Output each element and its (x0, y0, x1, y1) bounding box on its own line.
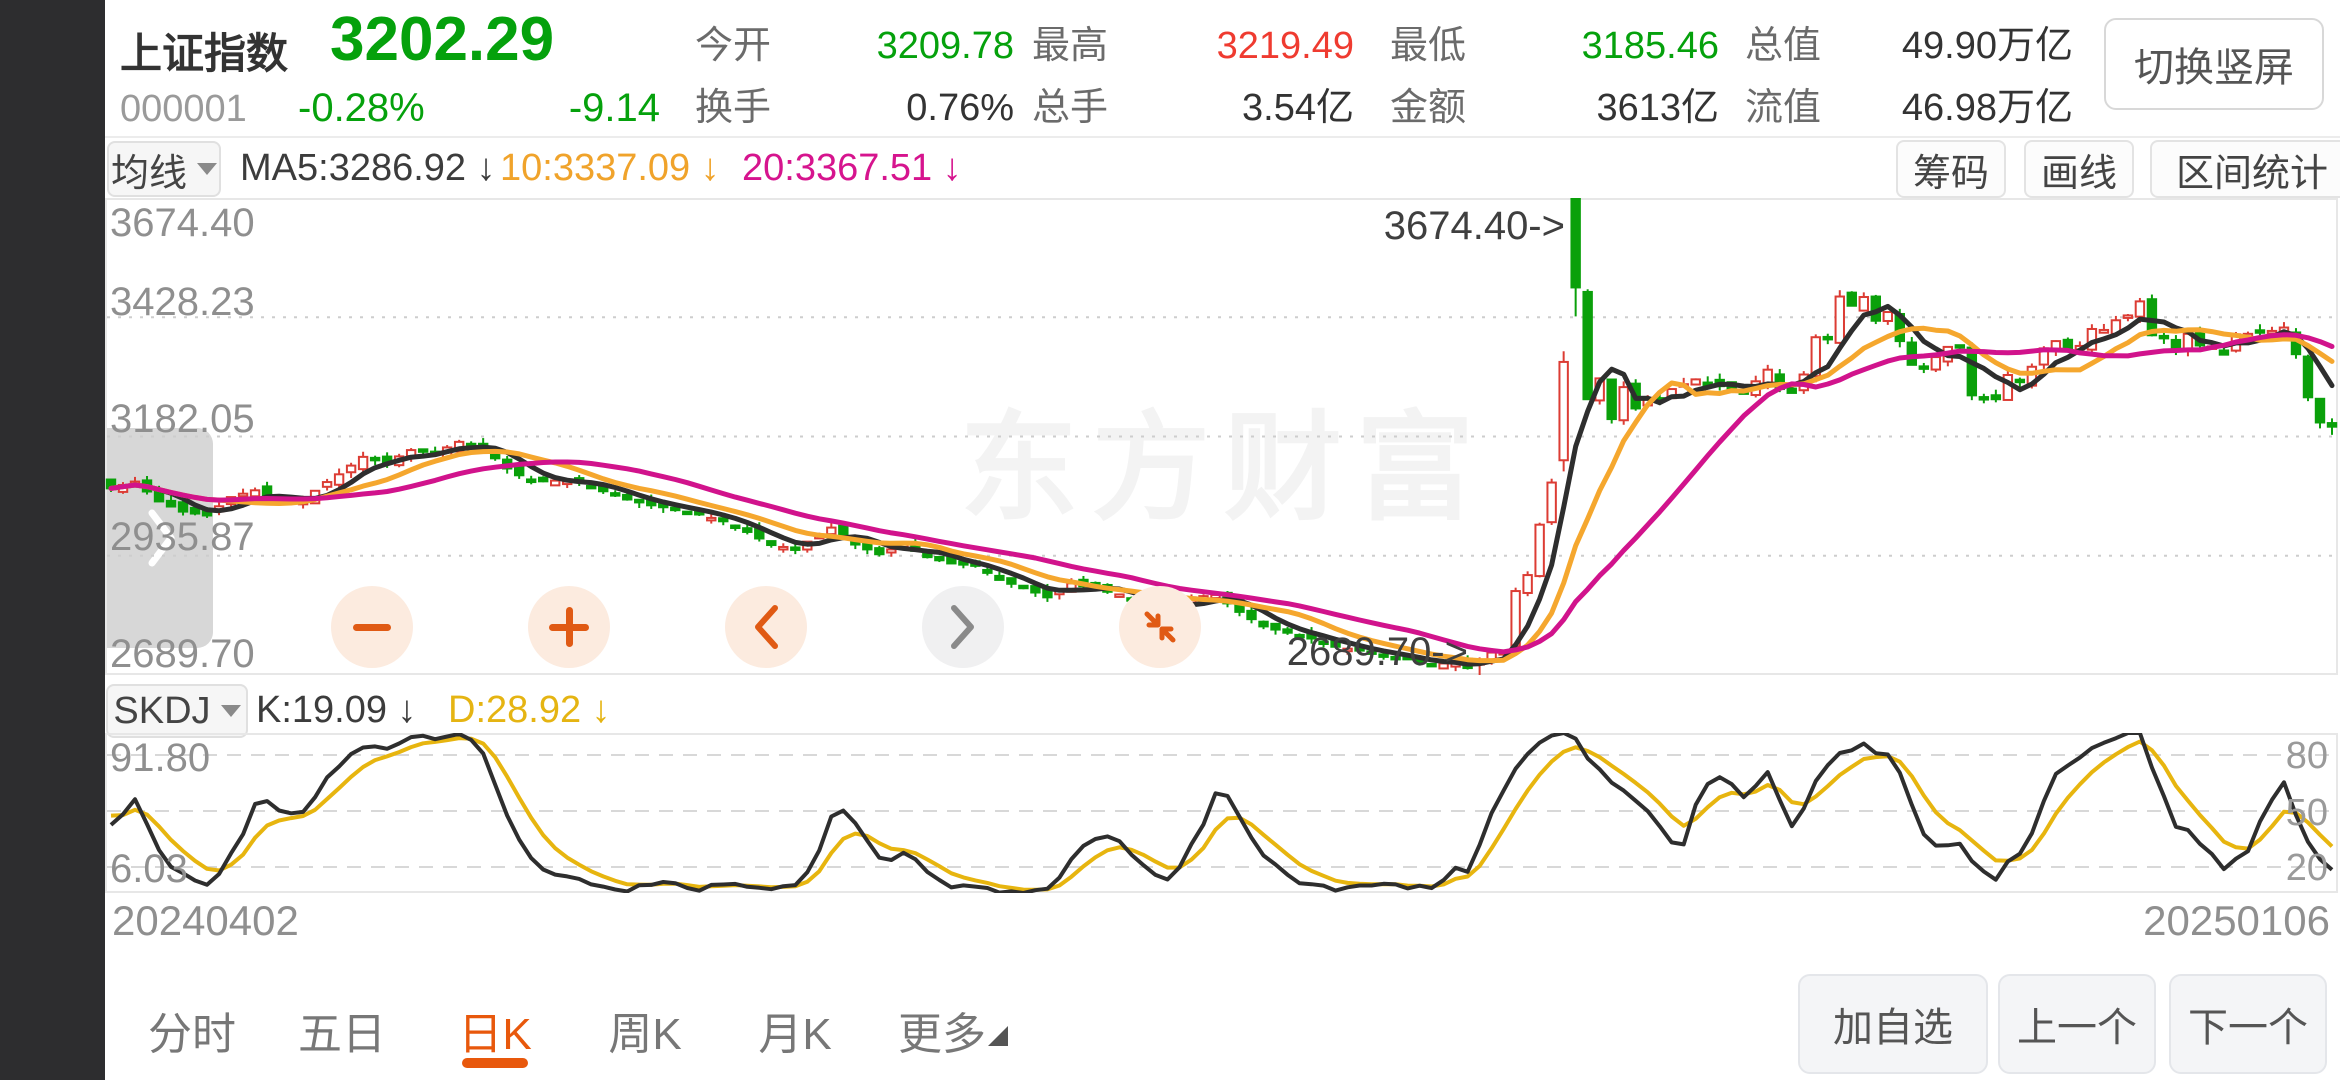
stat-label-turnover: 换手 (695, 87, 772, 129)
collapse-icon (1144, 611, 1176, 643)
active-tab-underline (462, 1058, 528, 1068)
minus-icon (353, 623, 391, 631)
watermark: 东方财富 (960, 403, 1489, 535)
y-tick-0: 3674.40 (110, 201, 255, 245)
skdj-selector-label: SKDJ (113, 689, 211, 732)
chevron-down-icon (197, 163, 217, 175)
tab-more[interactable]: 更多 (898, 1010, 986, 1059)
more-corner-icon (988, 1026, 1008, 1046)
stat-value-high: 3219.49 (1216, 25, 1354, 67)
pan-right-button[interactable] (922, 586, 1004, 668)
ma20-legend: 20:3367.51 ↓ (742, 147, 962, 189)
date-end: 20250106 (2143, 897, 2330, 944)
stat-label-high: 最高 (1032, 25, 1109, 67)
stat-label-volume: 总手 (1032, 87, 1109, 129)
stat-value-low: 3185.46 (1581, 25, 1719, 67)
stat-label-open: 今开 (695, 25, 772, 67)
add-watchlist-button[interactable]: 加自选 (1798, 974, 1988, 1074)
date-start: 20240402 (112, 897, 299, 944)
stat-label-amount: 金额 (1390, 87, 1467, 129)
draw-line-button[interactable]: 画线 (2024, 140, 2134, 198)
low-annotation: 2689.70-> (1286, 630, 1468, 674)
d-legend: D:28.92 ↓ (448, 689, 611, 731)
skdj-max-label: 91.80 (110, 736, 211, 780)
stat-value-turnover: 0.76% (906, 87, 1014, 129)
skdj-selector[interactable]: SKDJ (106, 684, 248, 738)
tab-weekly-k[interactable]: 周K (608, 1010, 682, 1059)
collapse-button[interactable] (1119, 586, 1201, 668)
y-tick-4: 2689.70 (110, 632, 255, 676)
stock-code: 000001 (120, 88, 247, 130)
stat-label-total-cap: 总值 (1745, 25, 1822, 67)
stat-label-low: 最低 (1390, 25, 1467, 67)
skdj-20-label: 20 (2285, 847, 2328, 889)
next-stock-button[interactable]: 下一个 (2169, 974, 2327, 1074)
y-tick-1: 3428.23 (110, 280, 255, 324)
previous-stock-button[interactable]: 上一个 (1998, 974, 2156, 1074)
chevron-right-icon (951, 605, 974, 649)
zoom-in-button[interactable] (528, 586, 610, 668)
chevron-down-icon (220, 705, 241, 717)
stat-value-volume: 3.54亿 (1242, 87, 1354, 129)
skdj-chart[interactable] (105, 733, 2338, 893)
tab-five-day[interactable]: 五日 (298, 1010, 386, 1059)
zoom-out-button[interactable] (331, 586, 413, 668)
chips-button[interactable]: 筹码 (1896, 140, 2006, 198)
skdj-50-label: 50 (2285, 792, 2328, 834)
skdj-80-label: 80 (2285, 735, 2328, 777)
range-stats-button[interactable]: 区间统计 (2150, 140, 2340, 198)
ma10-legend: 10:3337.09 ↓ (500, 147, 720, 189)
stock-price: 3202.29 (330, 5, 555, 74)
chevron-left-icon (755, 605, 778, 649)
rotate-screen-button[interactable]: 切换竖屏 (2104, 18, 2324, 110)
tab-monthly-k[interactable]: 月K (758, 1010, 832, 1059)
skdj-min-label: 6.03 (110, 847, 188, 891)
header-divider (105, 136, 2340, 138)
stat-value-open: 3209.78 (876, 25, 1014, 67)
stat-label-float-cap: 流值 (1745, 87, 1822, 129)
stat-value-float-cap: 46.98万亿 (1901, 87, 2073, 129)
stat-value-amount: 3613亿 (1596, 87, 1719, 129)
stat-value-total-cap: 49.90万亿 (1901, 25, 2073, 67)
y-tick-2: 3182.05 (110, 397, 255, 441)
chevron-right-icon (148, 509, 175, 567)
stock-name: 上证指数 (120, 30, 289, 77)
y-tick-3: 2935.87 (110, 515, 255, 559)
candlestick-chart[interactable] (105, 198, 2338, 675)
change-absolute: -9.14 (568, 86, 660, 130)
ma5-legend: MA5:3286.92 ↓ (240, 147, 496, 189)
ma-selector[interactable]: 均线 (107, 141, 221, 197)
tab-daily-k[interactable]: 日K (458, 1010, 532, 1059)
ma-selector-label: 均线 (110, 152, 187, 195)
high-annotation: 3674.40-> (1383, 204, 1565, 248)
change-percent: -0.28% (298, 86, 425, 130)
pan-left-button[interactable] (725, 586, 807, 668)
k-legend: K:19.09 ↓ (256, 689, 417, 731)
plus-icon (549, 607, 589, 647)
swipe-hint-overlay[interactable] (105, 428, 213, 648)
tab-minute[interactable]: 分时 (148, 1010, 236, 1059)
left-edge-strip (0, 0, 105, 1080)
